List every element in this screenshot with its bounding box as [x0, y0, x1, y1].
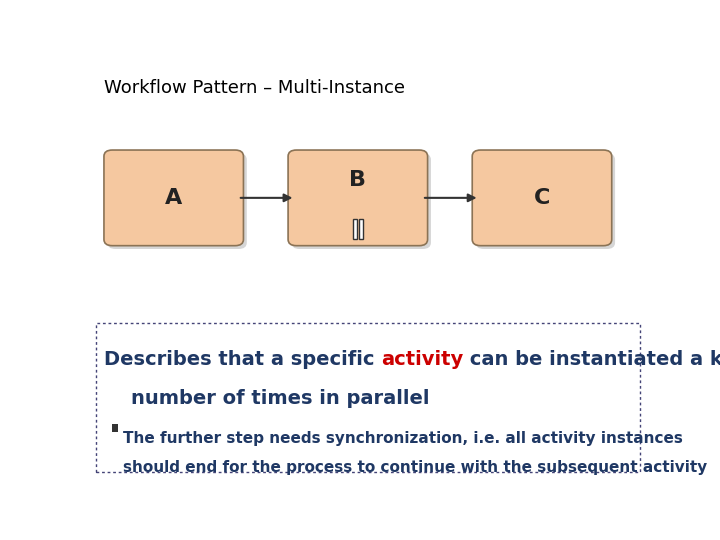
Bar	[353, 219, 357, 239]
Text: A: A	[165, 188, 182, 208]
FancyBboxPatch shape	[292, 153, 431, 249]
FancyBboxPatch shape	[288, 150, 428, 246]
FancyBboxPatch shape	[472, 150, 612, 246]
Text: C: C	[534, 188, 550, 208]
Text: Workflow Pattern – Multi-Instance: Workflow Pattern – Multi-Instance	[104, 79, 405, 97]
Bar	[96, 322, 639, 472]
Text: should end for the process to continue with the subsequent activity: should end for the process to continue w…	[124, 460, 708, 475]
Text: number of times in parallel: number of times in parallel	[104, 389, 429, 408]
Bar	[112, 424, 118, 432]
FancyBboxPatch shape	[476, 153, 615, 249]
Text: B: B	[349, 170, 366, 190]
FancyBboxPatch shape	[104, 150, 243, 246]
Bar	[359, 219, 363, 239]
Text: The further step needs synchronization, i.e. all activity instances: The further step needs synchronization, …	[124, 431, 683, 445]
Text: can be instantiated a known: can be instantiated a known	[464, 349, 720, 369]
Text: activity: activity	[381, 349, 464, 369]
FancyBboxPatch shape	[107, 153, 247, 249]
Text: Describes that a specific: Describes that a specific	[104, 349, 381, 369]
